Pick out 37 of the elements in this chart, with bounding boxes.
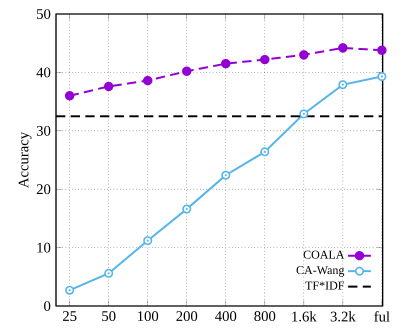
x-tick-label: ful <box>374 311 390 322</box>
x-tick-label: 400 <box>215 311 236 322</box>
point <box>182 204 192 214</box>
y-tick-label: 0 <box>44 301 50 311</box>
point <box>104 268 114 278</box>
point <box>377 45 387 55</box>
point <box>299 109 308 118</box>
point <box>143 236 152 246</box>
x-tick-label: 200 <box>176 311 198 322</box>
point <box>142 76 152 86</box>
point <box>338 80 348 90</box>
point <box>221 170 230 180</box>
point <box>221 58 231 68</box>
y-tick-label: 40 <box>36 67 50 78</box>
point <box>65 286 74 295</box>
y-tick-label: 30 <box>36 126 50 136</box>
legend-label: COALA <box>304 250 344 259</box>
point <box>64 91 74 100</box>
point <box>182 66 192 76</box>
point <box>260 147 270 156</box>
legend-label: CA-Wang <box>296 266 344 277</box>
x-tick-label: 50 <box>102 311 116 322</box>
y-tick-label: 50 <box>37 9 50 19</box>
x-tick-label: 800 <box>254 311 276 322</box>
y-axis-title: Accuracy <box>18 132 32 188</box>
point <box>260 54 270 64</box>
x-tick-label: 3.2k <box>330 311 356 322</box>
y-tick-label: 10 <box>37 242 50 253</box>
point <box>299 50 309 60</box>
legend-label: TF*IDF <box>305 282 344 290</box>
point <box>104 82 114 92</box>
x-tick-label: 1.6k <box>292 311 317 322</box>
x-tick-label: 25 <box>62 311 76 322</box>
point <box>377 72 386 82</box>
x-tick-label: 100 <box>138 311 158 322</box>
point <box>338 43 348 53</box>
y-tick-label: 20 <box>36 184 50 194</box>
